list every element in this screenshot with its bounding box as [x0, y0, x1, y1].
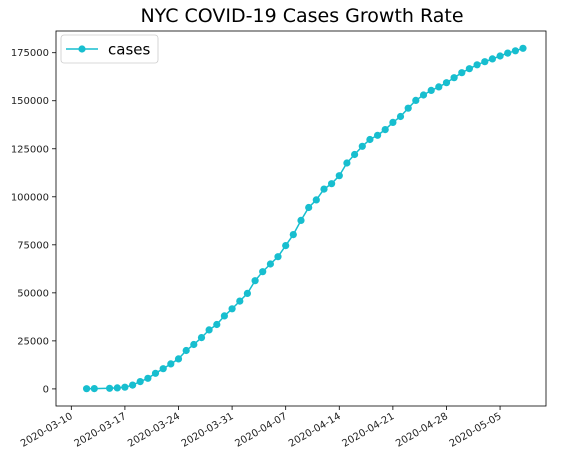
data-point: [450, 74, 458, 82]
data-point: [83, 385, 91, 393]
y-tick-label: 25000: [17, 336, 49, 347]
data-point: [465, 65, 473, 73]
data-point: [343, 159, 351, 167]
data-point: [182, 346, 190, 355]
x-tick-label: 2020-03-31: [180, 411, 236, 450]
data-point: [121, 383, 129, 391]
data-point: [488, 55, 496, 63]
data-point: [366, 135, 374, 144]
data-point: [412, 96, 420, 104]
data-point: [328, 180, 336, 188]
series-layer: [83, 44, 527, 393]
data-point: [259, 268, 267, 276]
data-point: [144, 374, 152, 382]
series-line-cases: [86, 47, 524, 390]
data-point: [136, 378, 144, 386]
data-point: [213, 320, 221, 329]
data-point: [197, 334, 206, 342]
data-point: [404, 104, 412, 112]
data-point: [251, 277, 259, 285]
data-point: [106, 384, 114, 392]
data-point: [305, 203, 313, 212]
legend-box: [60, 34, 159, 64]
x-tick-label: 2020-04-07: [233, 411, 289, 450]
x-tick-label: 2020-04-28: [394, 411, 450, 450]
data-point: [458, 69, 466, 77]
data-point: [335, 172, 343, 180]
y-tick-label: 0: [43, 384, 49, 395]
x-tick-label: 2020-03-24: [126, 411, 182, 450]
x-tick-label: 2020-03-17: [73, 411, 129, 450]
data-point: [190, 340, 198, 349]
data-point: [289, 231, 297, 239]
y-tick-label: 100000: [11, 192, 49, 203]
data-point: [205, 326, 213, 334]
data-point: [427, 86, 435, 94]
data-point: [228, 305, 236, 313]
data-point: [266, 260, 274, 268]
data-point: [243, 289, 251, 297]
data-point: [374, 131, 382, 139]
legend-label: cases: [108, 41, 150, 59]
data-point: [519, 44, 527, 52]
data-point: [159, 365, 167, 373]
data-point: [473, 61, 481, 69]
data-point: [358, 142, 366, 150]
data-point: [389, 118, 397, 126]
data-point: [496, 52, 504, 60]
x-tick-label: 2020-05-05: [448, 411, 504, 450]
data-point: [151, 369, 160, 377]
chart-title: NYC COVID-19 Cases Growth Rate: [140, 5, 463, 27]
data-point: [481, 58, 489, 66]
data-point: [297, 216, 305, 224]
legend: cases: [60, 34, 159, 64]
data-point: [312, 196, 320, 204]
data-point: [174, 355, 183, 363]
data-point: [504, 49, 512, 57]
data-point: [236, 297, 244, 305]
axes: 0 25000 50000 75000 100000 125000 150000 175000…: [11, 30, 547, 450]
data-point: [351, 150, 359, 159]
y-tick-label: 75000: [17, 240, 49, 251]
x-tick-label: 2020-04-21: [341, 411, 397, 450]
x-tick-label: 2020-03-10: [19, 411, 75, 450]
y-tick-label: 125000: [11, 144, 49, 155]
legend-marker: [78, 45, 86, 53]
data-point: [381, 126, 389, 134]
data-point: [129, 381, 137, 389]
plot-frame: [55, 30, 547, 407]
data-point: [113, 384, 121, 392]
data-point: [220, 312, 228, 320]
data-point: [396, 112, 405, 121]
x-tick-label: 2020-04-14: [287, 411, 343, 450]
data-point: [282, 242, 290, 250]
data-point: [511, 47, 519, 55]
y-tick-label: 175000: [11, 48, 49, 59]
data-point: [419, 91, 428, 99]
data-point: [442, 79, 451, 87]
data-point: [167, 360, 175, 368]
data-point: [90, 385, 98, 393]
data-point: [274, 253, 282, 261]
y-tick-label: 50000: [17, 288, 49, 299]
y-tick-label: 150000: [11, 96, 49, 107]
data-point: [320, 185, 328, 193]
data-point: [435, 83, 443, 91]
